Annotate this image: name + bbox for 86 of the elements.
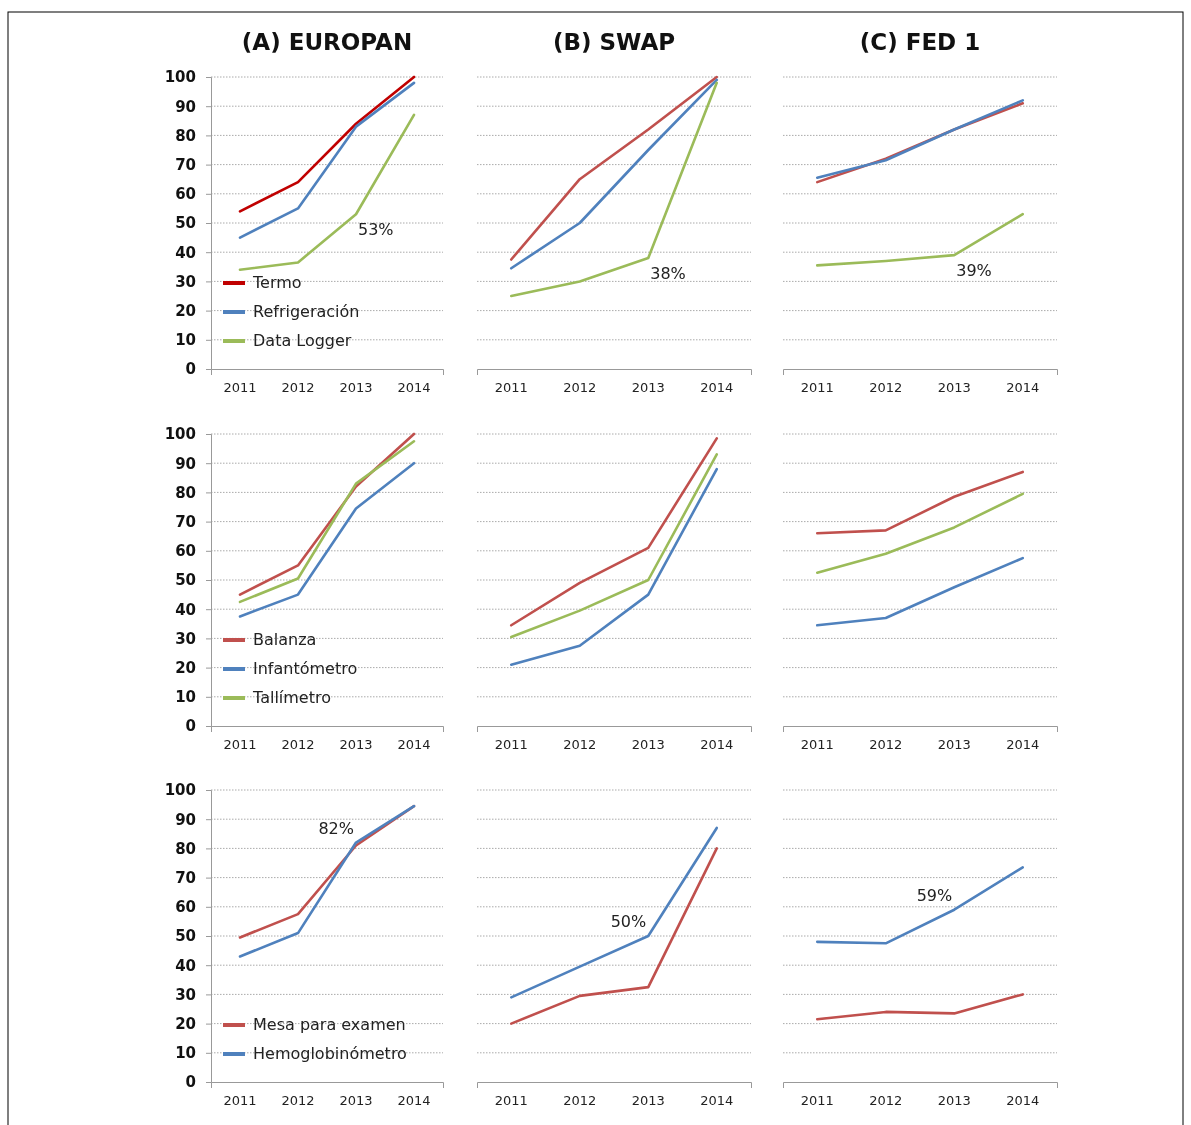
legend-label: Termo <box>252 273 302 292</box>
x-tick-label: 2011 <box>494 737 528 753</box>
legend-label: Mesa para examen <box>253 1015 406 1034</box>
y-tick-label: 10 <box>175 688 196 707</box>
y-tick-label: 30 <box>175 272 196 291</box>
legend-label: Refrigeración <box>253 302 360 321</box>
y-tick-label: 60 <box>175 898 196 917</box>
x-tick-label: 2012 <box>563 1093 597 1109</box>
legend-label: Balanza <box>253 630 317 649</box>
legend-label: Infantómetro <box>253 659 358 678</box>
chart-title: (C) FED 1 <box>859 29 981 55</box>
y-tick-label: 20 <box>175 1014 196 1033</box>
x-tick-label: 2012 <box>869 1093 903 1109</box>
x-tick-label: 2012 <box>869 737 903 753</box>
y-tick-label: 90 <box>175 810 196 829</box>
y-tick-label: 10 <box>175 1044 196 1063</box>
y-tick-label: 0 <box>185 717 196 736</box>
y-tick-label: 50 <box>175 214 196 233</box>
x-tick-label: 2013 <box>937 737 971 753</box>
x-tick-label: 2011 <box>494 380 528 396</box>
x-tick-label: 2014 <box>700 737 734 753</box>
y-tick-label: 30 <box>175 985 196 1004</box>
x-tick-label: 2013 <box>339 380 373 396</box>
x-tick-label: 2014 <box>1006 1093 1040 1109</box>
x-tick-label: 2013 <box>631 1093 665 1109</box>
y-tick-label: 80 <box>175 126 196 145</box>
y-tick-label: 90 <box>175 97 196 116</box>
x-tick-label: 2012 <box>563 737 597 753</box>
annotation: 39% <box>956 261 992 281</box>
x-tick-label: 2013 <box>339 1093 373 1109</box>
chart-title: (A) EUROPAN <box>241 29 413 55</box>
legend-label: Tallímetro <box>252 688 331 707</box>
x-tick-label: 2014 <box>397 1093 431 1109</box>
y-tick-label: 60 <box>175 185 196 204</box>
x-tick-label: 2011 <box>800 1093 834 1109</box>
x-tick-label: 2013 <box>631 737 665 753</box>
y-tick-label: 0 <box>185 360 196 379</box>
chart-title: (B) SWAP <box>552 29 676 55</box>
x-tick-label: 2011 <box>494 1093 528 1109</box>
x-tick-label: 2011 <box>223 380 257 396</box>
x-tick-label: 2011 <box>800 380 834 396</box>
x-tick-label: 2014 <box>397 737 431 753</box>
x-tick-label: 2011 <box>800 737 834 753</box>
y-tick-label: 60 <box>175 542 196 561</box>
x-tick-label: 2012 <box>869 380 903 396</box>
annotation: 59% <box>916 885 953 905</box>
x-tick-label: 2011 <box>223 1093 257 1109</box>
x-tick-label: 2014 <box>700 1093 734 1109</box>
x-tick-label: 2014 <box>1006 737 1040 753</box>
y-tick-label: 90 <box>175 454 196 473</box>
x-tick-label: 2012 <box>281 737 315 753</box>
y-tick-label: 100 <box>164 425 196 444</box>
x-tick-label: 2012 <box>563 380 597 396</box>
y-tick-label: 70 <box>175 155 196 174</box>
x-tick-label: 2013 <box>937 380 971 396</box>
y-tick-label: 80 <box>175 839 196 858</box>
x-tick-label: 2014 <box>397 380 431 396</box>
x-tick-label: 2013 <box>631 380 665 396</box>
legend-label: Hemoglobinómetro <box>253 1044 407 1063</box>
annotation: 38% <box>650 264 686 284</box>
x-tick-label: 2012 <box>281 1093 315 1109</box>
annotation: 82% <box>318 818 354 838</box>
y-tick-label: 10 <box>175 331 196 350</box>
x-tick-label: 2013 <box>339 737 373 753</box>
y-tick-label: 40 <box>175 600 196 619</box>
y-tick-label: 20 <box>175 301 196 320</box>
x-tick-label: 2014 <box>700 380 734 396</box>
y-tick-label: 100 <box>164 781 196 800</box>
y-tick-label: 70 <box>175 512 196 531</box>
y-tick-label: 40 <box>175 243 196 262</box>
x-tick-label: 2012 <box>281 380 315 396</box>
y-tick-label: 70 <box>175 868 196 887</box>
y-tick-label: 80 <box>175 483 196 502</box>
y-tick-label: 50 <box>175 927 196 946</box>
y-tick-label: 20 <box>175 658 196 677</box>
x-tick-label: 2011 <box>223 737 257 753</box>
y-tick-label: 40 <box>175 956 196 975</box>
annotation: 50% <box>610 912 647 931</box>
y-tick-label: 50 <box>175 571 196 590</box>
y-tick-label: 30 <box>175 629 196 648</box>
legend-label: Data Logger <box>253 331 352 350</box>
y-tick-label: 100 <box>164 68 196 87</box>
x-tick-label: 2014 <box>1006 380 1040 396</box>
y-tick-label: 0 <box>185 1073 196 1092</box>
x-tick-label: 2013 <box>937 1093 971 1109</box>
annotation: 53% <box>358 220 394 240</box>
